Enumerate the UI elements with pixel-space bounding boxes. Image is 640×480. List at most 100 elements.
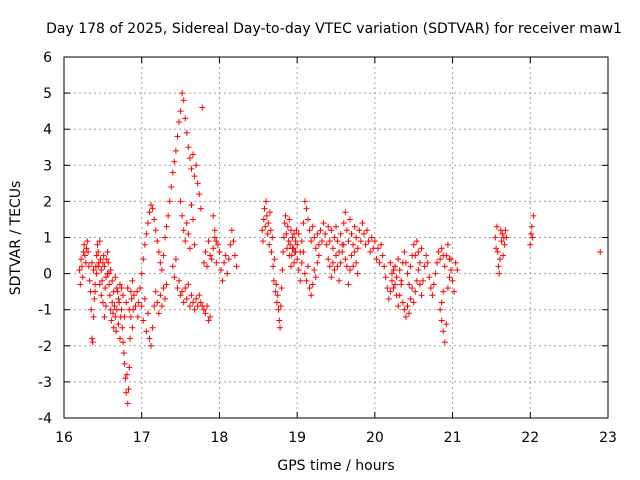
data-point — [128, 295, 135, 302]
data-point — [382, 274, 389, 281]
data-point — [110, 324, 117, 331]
data-point — [186, 303, 193, 310]
data-point — [106, 281, 113, 288]
data-point — [368, 234, 375, 241]
data-point — [193, 162, 200, 169]
data-point — [141, 241, 148, 248]
data-point — [219, 277, 226, 284]
data-point — [183, 220, 190, 227]
data-point — [227, 241, 234, 248]
data-point — [378, 241, 385, 248]
data-point — [196, 292, 203, 299]
data-point — [495, 263, 502, 270]
data-point — [263, 212, 270, 219]
data-point — [283, 230, 290, 237]
data-point — [171, 274, 178, 281]
data-point — [160, 252, 167, 259]
data-point — [118, 306, 125, 313]
data-point — [388, 277, 395, 284]
data-point — [354, 270, 361, 277]
data-point — [353, 259, 360, 266]
data-point — [277, 324, 284, 331]
data-point — [143, 328, 150, 335]
data-point — [340, 241, 347, 248]
data-point — [174, 285, 181, 292]
data-point — [454, 266, 461, 273]
data-point — [286, 252, 293, 259]
data-point — [135, 299, 142, 306]
data-point — [203, 263, 210, 270]
data-point — [261, 205, 268, 212]
data-points — [76, 90, 604, 407]
y-tick-label: 1 — [43, 231, 52, 247]
data-point — [273, 281, 280, 288]
data-point — [180, 299, 187, 306]
data-point — [163, 281, 170, 288]
data-point — [360, 230, 367, 237]
data-point — [392, 263, 399, 270]
data-point — [267, 227, 274, 234]
data-point — [91, 295, 98, 302]
data-point — [105, 259, 112, 266]
data-point — [390, 285, 397, 292]
data-point — [186, 245, 193, 252]
data-point — [387, 288, 394, 295]
data-point — [125, 386, 132, 393]
data-point — [322, 230, 329, 237]
data-point — [434, 259, 441, 266]
data-point — [269, 234, 276, 241]
data-point — [413, 277, 420, 284]
data-point — [410, 299, 417, 306]
data-point — [93, 270, 100, 277]
data-point — [78, 256, 85, 263]
data-point — [345, 281, 352, 288]
data-point — [323, 241, 330, 248]
data-point — [88, 306, 95, 313]
x-tick-label: 16 — [55, 430, 73, 446]
data-point — [444, 285, 451, 292]
data-point — [179, 288, 186, 295]
data-point — [123, 371, 130, 378]
data-point — [325, 256, 332, 263]
data-point — [214, 241, 221, 248]
data-point — [342, 256, 349, 263]
data-point — [413, 238, 420, 245]
data-point — [348, 230, 355, 237]
data-point — [326, 238, 333, 245]
data-point — [225, 256, 232, 263]
data-point — [415, 266, 422, 273]
data-point — [102, 303, 109, 310]
data-point — [527, 241, 534, 248]
data-point — [315, 241, 322, 248]
data-point — [501, 241, 508, 248]
data-point — [409, 285, 416, 292]
data-point — [388, 270, 395, 277]
y-tick-label: 0 — [43, 267, 52, 283]
data-point — [88, 335, 95, 342]
data-point — [111, 303, 118, 310]
data-point — [438, 299, 445, 306]
data-point — [423, 252, 430, 259]
data-point — [99, 299, 106, 306]
data-point — [430, 281, 437, 288]
data-point — [151, 303, 158, 310]
y-tick-label: 4 — [43, 122, 52, 138]
data-point — [163, 223, 170, 230]
data-point — [303, 205, 310, 212]
data-point — [260, 216, 267, 223]
data-point — [427, 285, 434, 292]
data-point — [404, 303, 411, 310]
data-point — [149, 205, 156, 212]
data-point — [83, 245, 90, 252]
x-tick-label: 21 — [444, 430, 462, 446]
x-tick-label: 18 — [211, 430, 229, 446]
data-point — [270, 263, 277, 270]
data-point — [440, 288, 447, 295]
data-point — [78, 263, 85, 270]
data-point — [190, 216, 197, 223]
data-point — [168, 183, 175, 190]
data-point — [182, 285, 189, 292]
data-point — [109, 310, 116, 317]
x-tick-labels: 16 17 18 19 20 21 22 23 — [55, 430, 617, 446]
data-point — [211, 227, 218, 234]
